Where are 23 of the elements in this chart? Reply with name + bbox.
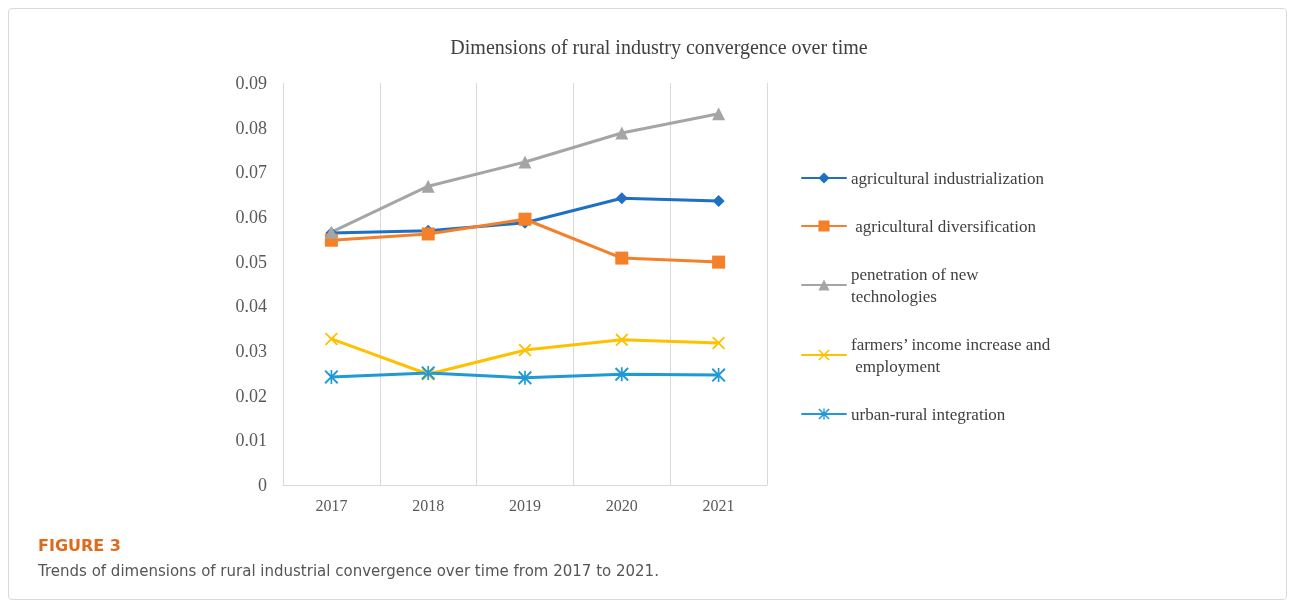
x-tick-label: 2020 <box>605 496 638 514</box>
y-tick-label: 0.07 <box>235 162 267 183</box>
legend-label: penetration of new technologies <box>851 264 983 306</box>
x-tick-label: 2019 <box>509 496 541 514</box>
y-tick-label: 0.04 <box>235 296 267 317</box>
legend-label: agricultural diversification <box>851 216 1037 236</box>
y-tick-label: 0.05 <box>235 251 267 272</box>
y-tick-label: 0.02 <box>235 385 267 406</box>
y-tick-label: 0.06 <box>235 207 267 227</box>
caption: FIGURE 3 <box>38 536 121 555</box>
x-tick-label: 2021 <box>702 496 735 514</box>
legend-label: agricultural industrialization <box>851 168 1045 188</box>
y-tick-label: 0.08 <box>235 117 267 138</box>
legend-label: farmers’ income increase and employment <box>851 334 1051 376</box>
text: Trends of dimensions of rural industrial convergence over time from 2017 to 2021. <box>38 562 659 580</box>
y-tick-label: 0.09 <box>235 73 267 93</box>
legend-label: urban-rural integration <box>851 404 1006 424</box>
x-tick-label: 2017 <box>315 496 348 514</box>
x-tick-label: 2018 <box>412 496 445 514</box>
chart-title: Dimensions of rural industry convergence over time <box>450 36 868 59</box>
y-tick-label: 0.01 <box>235 430 267 451</box>
y-tick-label: 0 <box>258 475 267 495</box>
y-tick-label: 0.03 <box>235 341 267 361</box>
